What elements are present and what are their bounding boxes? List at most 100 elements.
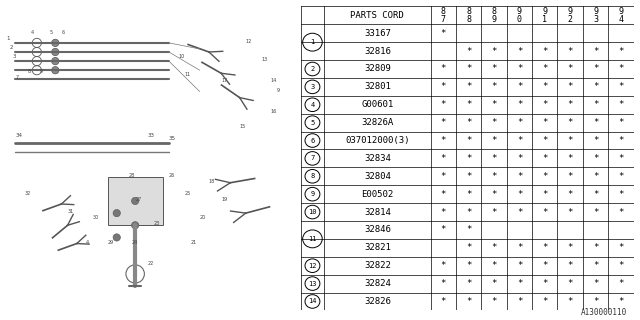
Circle shape (113, 210, 120, 217)
Text: *: * (440, 172, 446, 181)
Circle shape (52, 48, 59, 56)
Text: *: * (542, 136, 547, 145)
Text: 11: 11 (184, 72, 191, 77)
Text: *: * (440, 118, 446, 127)
Text: *: * (618, 82, 623, 92)
Text: *: * (593, 190, 598, 199)
Text: 20: 20 (200, 215, 206, 220)
Text: *: * (440, 261, 446, 270)
Text: *: * (516, 261, 522, 270)
Text: PARTS CORD: PARTS CORD (351, 11, 404, 20)
Text: 32834: 32834 (364, 154, 391, 163)
Text: *: * (593, 297, 598, 306)
Text: *: * (568, 172, 573, 181)
Text: 15: 15 (239, 124, 246, 129)
Text: *: * (440, 297, 446, 306)
Text: *: * (593, 47, 598, 56)
Text: *: * (593, 243, 598, 252)
Text: 13: 13 (261, 57, 268, 62)
Text: 24: 24 (132, 239, 138, 244)
Text: 14: 14 (308, 299, 317, 304)
Text: *: * (492, 172, 497, 181)
Text: 21: 21 (191, 239, 196, 244)
Text: *: * (440, 208, 446, 217)
Text: *: * (542, 65, 547, 74)
Text: *: * (516, 154, 522, 163)
Text: *: * (516, 136, 522, 145)
Text: 7: 7 (15, 76, 19, 80)
Text: *: * (492, 154, 497, 163)
Text: *: * (466, 261, 471, 270)
Text: *: * (440, 154, 446, 163)
Text: *: * (593, 208, 598, 217)
Text: *: * (593, 82, 598, 92)
Text: *: * (618, 172, 623, 181)
Text: 19: 19 (221, 197, 227, 202)
Text: 9
3: 9 3 (593, 7, 598, 24)
Text: 14: 14 (270, 78, 276, 84)
Text: *: * (492, 261, 497, 270)
Text: *: * (568, 65, 573, 74)
Text: *: * (440, 29, 446, 38)
Text: *: * (466, 172, 471, 181)
Circle shape (52, 67, 59, 74)
Text: *: * (492, 47, 497, 56)
Text: *: * (542, 279, 547, 288)
Text: 037012000(3): 037012000(3) (345, 136, 410, 145)
Text: *: * (568, 208, 573, 217)
Text: 31: 31 (68, 209, 74, 214)
Text: *: * (466, 136, 471, 145)
Text: *: * (568, 154, 573, 163)
Text: 2: 2 (310, 66, 315, 72)
FancyBboxPatch shape (108, 177, 163, 225)
Text: *: * (593, 65, 598, 74)
Text: *: * (492, 208, 497, 217)
Text: 29: 29 (108, 239, 114, 244)
Text: 32: 32 (24, 191, 31, 196)
Text: 8: 8 (28, 69, 31, 74)
Text: *: * (440, 65, 446, 74)
Text: 32801: 32801 (364, 82, 391, 92)
Text: *: * (618, 118, 623, 127)
Text: *: * (466, 100, 471, 109)
Text: *: * (618, 65, 623, 74)
Text: G00601: G00601 (361, 100, 394, 109)
Text: 6: 6 (61, 30, 65, 35)
Text: *: * (492, 136, 497, 145)
Text: *: * (492, 82, 497, 92)
Text: 9: 9 (310, 191, 315, 197)
Text: *: * (466, 47, 471, 56)
Text: *: * (618, 243, 623, 252)
Text: 10: 10 (308, 209, 317, 215)
Text: *: * (568, 82, 573, 92)
Text: 33: 33 (147, 133, 154, 138)
Text: *: * (618, 47, 623, 56)
Text: 32846: 32846 (364, 225, 391, 235)
Text: 32826A: 32826A (361, 118, 394, 127)
Text: *: * (618, 208, 623, 217)
Text: 22: 22 (147, 261, 154, 266)
Text: *: * (440, 100, 446, 109)
Text: A130000110: A130000110 (581, 308, 627, 317)
Text: 10: 10 (178, 54, 184, 59)
Text: *: * (466, 154, 471, 163)
Text: 30: 30 (92, 215, 99, 220)
Text: *: * (516, 243, 522, 252)
Text: 33167: 33167 (364, 29, 391, 38)
Text: 9
0: 9 0 (517, 7, 522, 24)
Text: 34: 34 (15, 133, 22, 138)
Text: 1: 1 (310, 39, 315, 45)
Text: 32809: 32809 (364, 65, 391, 74)
Text: *: * (466, 225, 471, 235)
Text: 5: 5 (310, 120, 315, 126)
Text: *: * (593, 154, 598, 163)
Text: 9
4: 9 4 (618, 7, 623, 24)
Text: 8
9: 8 9 (492, 7, 497, 24)
Text: *: * (542, 261, 547, 270)
Text: *: * (466, 279, 471, 288)
Text: *: * (466, 82, 471, 92)
Text: *: * (440, 225, 446, 235)
Text: *: * (568, 136, 573, 145)
Text: *: * (542, 154, 547, 163)
Text: 12: 12 (246, 39, 252, 44)
